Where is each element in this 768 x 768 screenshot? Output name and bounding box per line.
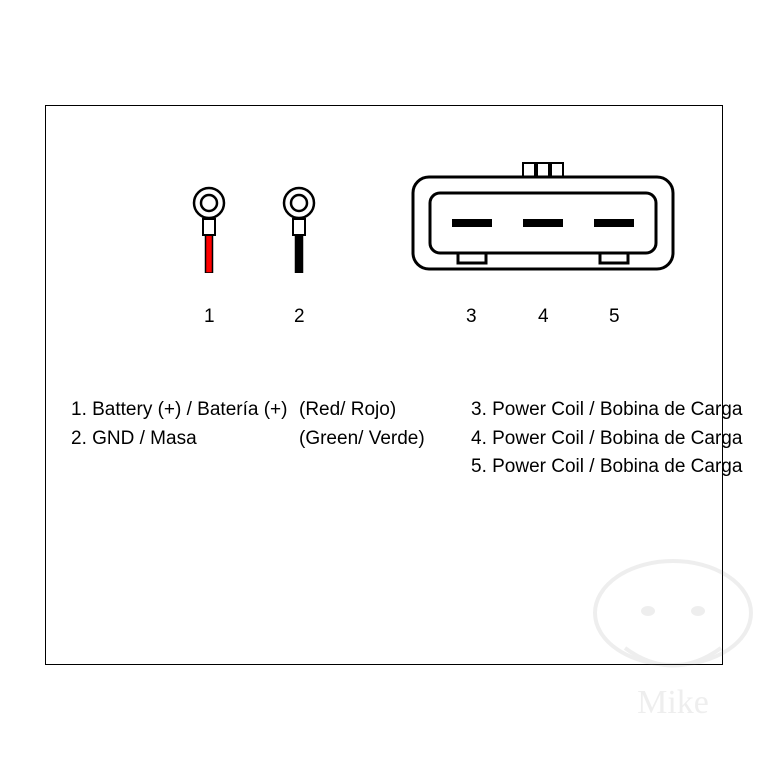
crimp-1 <box>203 219 215 235</box>
terminal-label-1: 1 <box>204 306 215 328</box>
legend-right-line-1: 3. Power Coil / Bobina de Carga <box>471 396 768 425</box>
clip-tab-1 <box>523 163 535 177</box>
ring-terminal-1 <box>192 181 226 273</box>
watermark-text: Mike <box>637 684 709 721</box>
pin-label-5: 5 <box>609 306 620 328</box>
wire-2 <box>296 233 303 273</box>
pin-label-4: 4 <box>538 306 549 328</box>
ring-inner-2 <box>291 195 307 211</box>
legend-mid-line-1: (Red/ Rojo) <box>299 396 479 425</box>
crimp-2 <box>293 219 305 235</box>
ring-terminal-2-svg <box>282 181 316 273</box>
terminal-label-2: 2 <box>294 306 305 328</box>
diagram-area: 1 2 3 4 5 <box>46 106 722 664</box>
pin-slot-4 <box>523 219 563 227</box>
wire-1 <box>206 233 213 273</box>
legend-right-line-2: 4. Power Coil / Bobina de Carga <box>471 425 768 454</box>
ring-terminal-1-svg <box>192 181 226 273</box>
clip-tab-3 <box>551 163 563 177</box>
diagram-frame: 1 2 3 4 5 <box>45 105 723 665</box>
ring-inner-1 <box>201 195 217 211</box>
connector-3pin <box>408 161 688 286</box>
legend-right-line-3: 5. Power Coil / Bobina de Carga <box>471 453 768 482</box>
clip-tab-2 <box>537 163 549 177</box>
connector-svg <box>408 161 688 281</box>
pin-slot-3 <box>452 219 492 227</box>
legend-right: 3. Power Coil / Bobina de Carga 4. Power… <box>471 396 768 482</box>
legend-mid: (Red/ Rojo) (Green/ Verde) <box>299 396 479 453</box>
pin-slot-5 <box>594 219 634 227</box>
ring-terminal-2 <box>282 181 316 273</box>
legend-mid-line-2: (Green/ Verde) <box>299 425 479 454</box>
pin-label-3: 3 <box>466 306 477 328</box>
